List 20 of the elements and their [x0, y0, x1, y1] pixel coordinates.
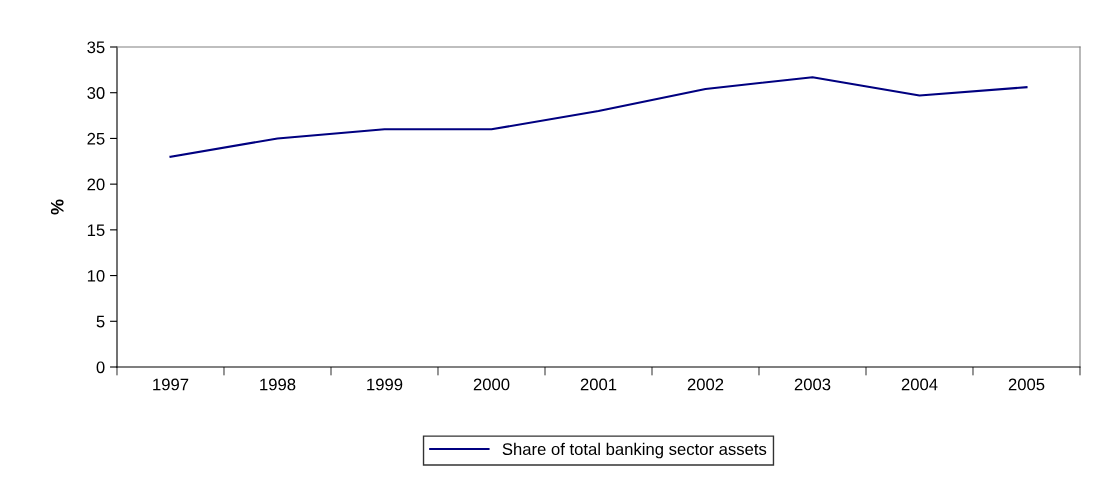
x-tick-label: 2004: [901, 378, 938, 391]
y-tick-label: 0: [96, 361, 105, 374]
y-tick-label: 5: [96, 315, 105, 328]
x-tick-label: 2001: [580, 378, 617, 391]
x-tick-label: 1999: [367, 378, 403, 391]
x-tick-label: 1997: [153, 378, 189, 391]
x-tick-label: 2005: [1008, 378, 1045, 391]
x-tick-label: 2003: [794, 378, 831, 391]
y-tick-label: 30: [87, 87, 105, 99]
y-tick-label: 15: [87, 224, 105, 237]
y-axis-title: %: [50, 199, 64, 215]
x-tick-label: 2002: [687, 378, 724, 391]
y-tick-label: 10: [87, 269, 105, 282]
line-series: [169, 76, 1028, 158]
y-tick-label: 35: [87, 41, 105, 54]
y-tick-label: 20: [87, 178, 105, 191]
x-tick-label: 2000: [473, 378, 510, 391]
y-tick-label: 25: [87, 132, 105, 145]
legend-label: Share of total banking sector assets: [502, 442, 767, 459]
x-tick-label: 1998: [260, 378, 296, 391]
